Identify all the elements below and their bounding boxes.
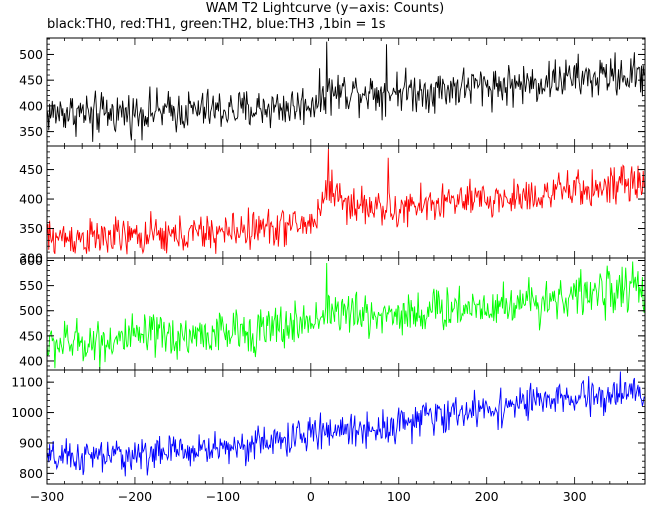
- y-tick-label: 500: [19, 303, 43, 318]
- y-tick-label: 350: [19, 124, 43, 139]
- x-tick-label: 200: [475, 489, 499, 504]
- y-tick-label: 900: [19, 435, 43, 450]
- panel-frame-th0: [46, 37, 646, 147]
- y-tick-label: 1000: [11, 405, 43, 420]
- y-tick-label: 800: [19, 466, 43, 481]
- y-tick-label: 400: [19, 192, 43, 207]
- y-tick-label: 450: [19, 328, 43, 343]
- x-tick-label: 100: [387, 489, 411, 504]
- y-tick-label: 400: [19, 353, 43, 368]
- series-th2: [47, 261, 645, 370]
- y-tick-label: 350: [19, 221, 43, 236]
- series-th3: [47, 371, 645, 477]
- series-th0: [47, 41, 645, 142]
- chart-subtitle: black:TH0, red:TH1, green:TH2, blue:TH3 …: [47, 17, 386, 32]
- y-tick-label: 450: [19, 73, 43, 88]
- x-tick-label: 300: [563, 489, 587, 504]
- y-tick-label: 1100: [11, 375, 43, 390]
- x-tick-label: −300: [30, 489, 64, 504]
- y-tick-label: 600: [19, 253, 43, 268]
- panel-frame-th2: [46, 257, 646, 371]
- panel-frame-th3: [46, 369, 646, 485]
- y-tick-label: 500: [19, 47, 43, 62]
- y-tick-label: 450: [19, 162, 43, 177]
- y-tick-label: 400: [19, 98, 43, 113]
- x-tick-label: −200: [118, 489, 152, 504]
- y-tick-label: 300: [19, 251, 43, 266]
- x-tick-label: −100: [206, 489, 240, 504]
- series-th1: [47, 148, 645, 255]
- chart-title: WAM T2 Lightcurve (y−axis: Counts): [205, 1, 445, 16]
- x-tick-label: 0: [307, 489, 315, 504]
- y-tick-label: 550: [19, 278, 43, 293]
